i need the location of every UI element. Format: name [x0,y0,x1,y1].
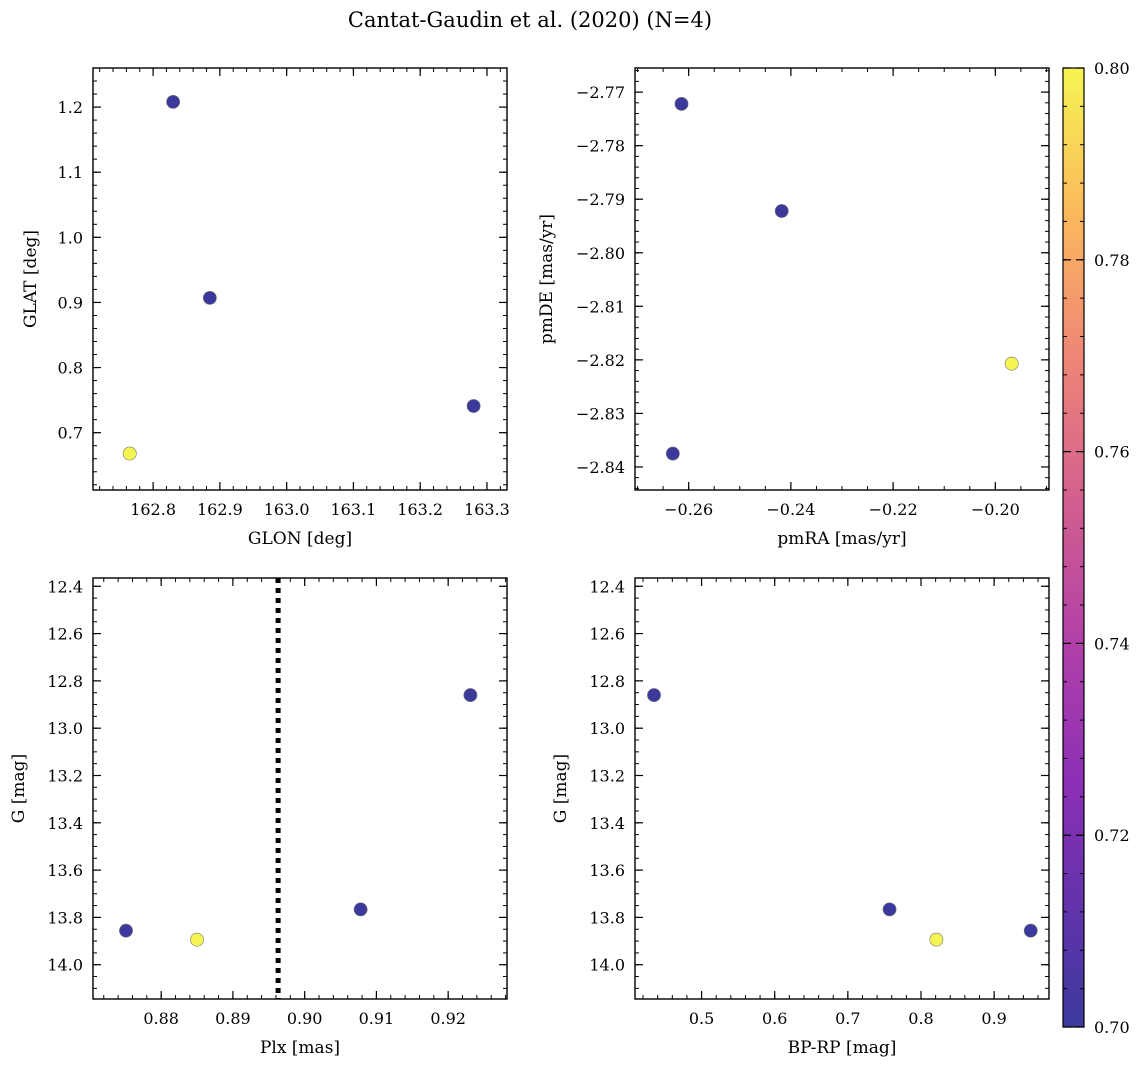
data-point [122,446,137,461]
y-tick-label: 0.9 [58,293,83,312]
axes-frame [634,577,1050,1000]
axes-frame [92,67,508,491]
data-point [466,399,481,413]
y-tick-label: 13.4 [47,814,83,833]
x-tick-label: −0.20 [971,500,1020,519]
data-point [166,94,181,109]
y-tick-label: 13.6 [589,861,625,880]
data-point [929,932,944,947]
x-axis-label: pmRA [mas/yr] [777,529,906,549]
x-tick-label: 163.0 [264,500,310,519]
data-point [463,688,478,702]
x-tick-label: 0.88 [143,1009,179,1028]
data-point [647,688,661,702]
y-tick-label: −2.79 [576,190,625,209]
x-tick-label: 0.6 [762,1009,787,1028]
y-tick-label: 13.4 [589,814,625,833]
panel-1: 162.8 162.9 163.0 163.1 163.2 163.3 0.7 0.8 0.9 1… [21,67,510,549]
x-tick-label: 0.89 [215,1009,251,1028]
y-tick-label: 13.2 [589,766,625,785]
colorbar-tick-label: 0.72 [1094,826,1130,845]
y-tick-label: −2.83 [576,404,625,423]
x-axis-label: BP-RP [mag] [788,1038,897,1058]
x-tick-label: 0.92 [430,1009,466,1028]
y-tick-label: 12.8 [589,672,625,691]
y-tick-label: 1.2 [58,98,83,117]
x-tick-label: −0.24 [766,500,815,519]
x-tick-label: 162.9 [197,500,243,519]
y-tick-label: 14.0 [47,956,83,975]
data-point [1023,923,1038,938]
panel-2: −0.26 −0.24 −0.22 −0.20 −2.77 −2.78 −2.79 −2.80… [537,67,1050,549]
colorbar-tick-label: 0.78 [1094,251,1130,270]
x-tick-label: 0.9 [981,1009,1006,1028]
y-axis-label: G [mag] [9,754,29,823]
y-tick-label: −2.82 [576,351,625,370]
y-axis-label: GLAT [deg] [21,230,41,328]
x-tick-label: 0.8 [908,1009,933,1028]
x-tick-label: 0.90 [287,1009,323,1028]
figure-title: Cantat-Gaudin et al. (2020) (N=4) [348,8,712,32]
y-tick-label: 12.8 [47,672,83,691]
y-tick-label: 12.6 [589,625,625,644]
y-tick-label: 1.0 [58,228,83,247]
y-axis-label: pmDE [mas/yr] [537,214,557,344]
panel-3: 0.88 0.89 0.90 0.91 0.92 12.4 12.6 12.8 13.0 13.2… [9,577,508,1058]
axes-frame [92,577,508,1000]
y-tick-label: 13.2 [47,766,83,785]
y-tick-label: 13.6 [47,861,83,880]
data-point [190,932,204,947]
y-tick-label: −2.81 [576,297,625,316]
x-tick-label: 163.3 [464,500,510,519]
colorbar-tick-label: 0.80 [1094,59,1130,78]
y-tick-label: −2.80 [576,244,625,263]
y-axis-label: G [mag] [551,754,571,823]
x-tick-label: 0.5 [689,1009,714,1028]
y-tick-label: 12.4 [589,577,625,596]
data-point [674,96,689,111]
colorbar-gradient [1062,67,1085,1028]
data-point [119,923,133,938]
colorbar-tick-label: 0.76 [1094,443,1130,462]
y-tick-label: −2.77 [576,83,625,102]
data-point [882,902,897,917]
x-tick-label: 163.2 [397,500,443,519]
y-tick-label: 13.0 [47,719,83,738]
y-tick-label: 0.7 [58,424,83,443]
data-point [1004,356,1019,371]
y-tick-label: 12.6 [47,625,83,644]
colorbar-tick-label: 0.74 [1094,634,1130,653]
y-tick-label: −2.78 [576,137,625,156]
x-axis-label: Plx [mas] [260,1038,340,1058]
x-tick-label: 163.1 [331,500,377,519]
y-tick-label: 13.8 [47,908,83,927]
y-tick-label: 13.0 [589,719,625,738]
x-tick-label: −0.26 [664,500,713,519]
x-tick-label: 0.91 [359,1009,395,1028]
colorbar-tick-label: 0.70 [1094,1018,1130,1037]
colorbar: 0.70 0.72 0.74 0.76 0.78 0.80 [1062,59,1130,1037]
y-tick-label: 12.4 [47,577,83,596]
x-tick-label: −0.22 [869,500,918,519]
y-tick-label: 0.8 [58,359,83,378]
y-tick-label: 1.1 [58,163,83,182]
x-axis-label: GLON [deg] [248,529,352,549]
y-tick-label: −2.84 [576,458,625,477]
data-point [774,204,789,218]
data-point [353,902,368,917]
y-tick-label: 14.0 [589,956,625,975]
panel-4: 0.5 0.6 0.7 0.8 0.9 12.4 12.6 12.8 13.0 13.2 13.4 1… [551,577,1050,1058]
x-tick-label: 0.7 [835,1009,860,1028]
data-point [665,446,680,461]
y-tick-label: 13.8 [589,908,625,927]
axes-frame [634,67,1050,491]
x-tick-label: 162.8 [130,500,176,519]
data-point [202,290,217,305]
